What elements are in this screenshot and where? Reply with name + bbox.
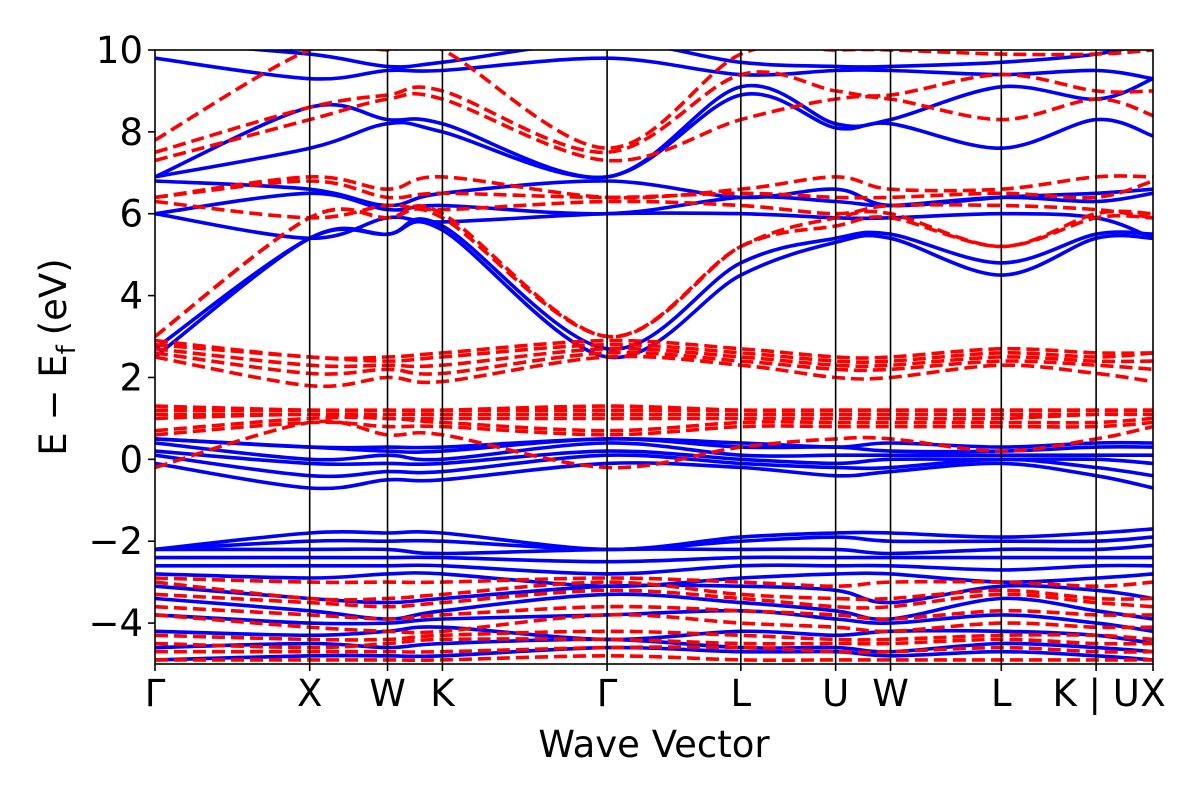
x-tick-label: W: [369, 672, 406, 715]
solid-band-line: [155, 92, 1153, 180]
y-tick-label: 0: [119, 438, 143, 481]
dashed-band-line: [155, 203, 1153, 339]
dashed-band-line: [155, 91, 1153, 163]
solid-band-line: [155, 645, 1153, 662]
solid-band-line: [155, 608, 1153, 634]
bands-group: [155, 50, 1153, 663]
y-tick-label: 10: [96, 29, 143, 72]
y-axis-title-main: E − E: [32, 354, 75, 455]
x-tick-label: K: [430, 672, 456, 715]
dashed-band-line: [155, 654, 1153, 663]
solid-band-line: [155, 555, 1153, 564]
dashed-band-line: [155, 179, 1153, 200]
y-tick-label: 4: [119, 275, 143, 318]
x-tick-label: Γ: [597, 672, 618, 715]
x-tick-label: K | U: [1052, 672, 1139, 715]
y-tick-label: 8: [119, 111, 143, 154]
y-tick-label: 6: [119, 193, 143, 236]
dashed-band-line: [155, 70, 1153, 155]
y-axis-title-unit: (eV): [32, 258, 75, 335]
dashed-band-line: [155, 637, 1153, 650]
solid-band-line: [155, 563, 1153, 576]
solid-band-line: [155, 211, 1153, 241]
dashed-band-line: [155, 354, 1153, 389]
solid-band-line: [155, 527, 1153, 552]
x-tick-label: W: [872, 672, 909, 715]
x-tick-label: L: [731, 672, 752, 715]
dashed-band-line: [155, 604, 1153, 621]
dashed-band-line: [155, 612, 1153, 635]
dashed-band-line: [155, 404, 1153, 413]
x-tick-label: L: [991, 672, 1012, 715]
solid-band-line: [155, 543, 1153, 556]
solid-band-line: [155, 535, 1153, 552]
x-tick-label: X: [297, 672, 322, 715]
plot-frame: [154, 49, 1154, 665]
solid-band-line: [155, 441, 1153, 462]
dashed-band-line: [155, 338, 1153, 361]
y-tick-label: −4: [88, 602, 143, 645]
dashed-band-line: [155, 629, 1153, 642]
solid-band-line: [155, 437, 1153, 455]
x-tick-label: U: [822, 672, 849, 715]
solid-band-line: [155, 437, 1153, 450]
plot-layer: [155, 50, 1153, 663]
x-axis-title: Wave Vector: [538, 723, 770, 766]
dashed-band-line: [155, 346, 1153, 369]
y-tick-label: −2: [88, 520, 143, 563]
dashed-band-line: [155, 199, 1153, 220]
dashed-band-line: [155, 174, 1153, 200]
solid-band-line: [155, 461, 1153, 491]
dashed-band-line: [155, 419, 1153, 470]
dashed-band-line: [155, 420, 1153, 437]
dashed-band-line: [155, 350, 1153, 376]
x-tick-label: Γ: [145, 672, 166, 715]
dashed-band-line: [155, 645, 1153, 655]
solid-band-line: [240, 50, 1128, 69]
solid-band-line: [155, 449, 1153, 467]
y-axis-title-subscript: f: [52, 344, 82, 354]
x-tick-label: X: [1140, 672, 1165, 715]
dashed-band-line: [155, 576, 1153, 588]
y-axis-title: E − Ef (eV): [32, 258, 82, 455]
y-tick-label: 2: [119, 356, 143, 399]
dashed-band-line: [155, 207, 1153, 339]
dashed-band-line: [155, 588, 1153, 610]
dashed-band-line: [155, 580, 1153, 602]
solid-band-line: [155, 625, 1153, 646]
